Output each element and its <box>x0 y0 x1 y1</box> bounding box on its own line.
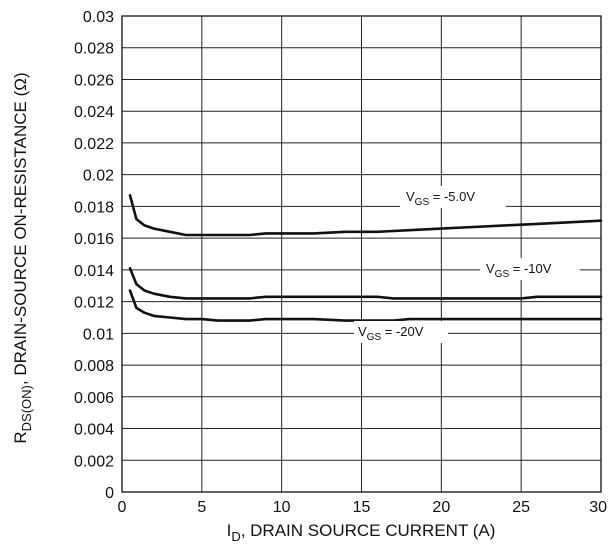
x-tick-label: 5 <box>197 499 206 516</box>
series-line-3 <box>128 289 603 322</box>
annotation-vgs-20v: VGS = -20V <box>354 321 448 343</box>
series-line-2 <box>128 266 603 300</box>
x-tick-label: 20 <box>432 499 450 516</box>
y-tick-label: 0.016 <box>74 231 114 248</box>
y-tick-label: 0.03 <box>83 9 114 26</box>
svg-text:VGS = -20V: VGS = -20V <box>358 324 424 343</box>
y-tick-label: 0.008 <box>74 358 114 375</box>
y-tick-label: 0.018 <box>74 199 114 216</box>
y-tick-labels: 0 0.002 0.004 0.006 0.008 0.01 0.012 0.014 0.016… <box>74 9 114 502</box>
y-axis-title: RDS(ON), DRAIN-SOURCE ON-RESISTANCE (Ω) <box>11 72 34 443</box>
y-tick-label: 0.004 <box>74 422 114 439</box>
x-tick-label: 0 <box>118 499 127 516</box>
x-axis-title: ID, DRAIN SOURCE CURRENT (A) <box>227 521 496 544</box>
y-tick-label: 0.012 <box>74 295 114 312</box>
svg-text:VGS = -5.0V: VGS = -5.0V <box>406 189 475 208</box>
x-tick-labels: 0 5 10 15 20 25 30 <box>118 499 608 516</box>
svg-text:VGS = -10V: VGS = -10V <box>486 261 552 280</box>
series-line-1 <box>128 194 603 237</box>
annotation-vgs-10v: VGS = -10V <box>480 258 580 280</box>
y-tick-label: 0.028 <box>74 41 114 58</box>
y-tick-label: 0.02 <box>83 168 114 185</box>
x-tick-label: 30 <box>589 499 607 516</box>
y-tick-label: 0 <box>105 485 114 502</box>
plot-frame <box>121 15 602 493</box>
grid-lines <box>121 15 602 493</box>
x-tick-label: 25 <box>512 499 530 516</box>
annotation-vgs-5v: VGS = -5.0V <box>400 186 506 208</box>
series-lines <box>128 194 603 322</box>
x-tick-label: 10 <box>273 499 291 516</box>
x-tick-label: 15 <box>353 499 371 516</box>
y-tick-label: 0.026 <box>74 72 114 89</box>
y-tick-label: 0.002 <box>74 453 114 470</box>
y-tick-label: 0.01 <box>83 326 114 343</box>
y-tick-label: 0.024 <box>74 104 114 121</box>
y-tick-label: 0.022 <box>74 136 114 153</box>
y-tick-label: 0.006 <box>74 390 114 407</box>
y-tick-label: 0.014 <box>74 263 114 280</box>
